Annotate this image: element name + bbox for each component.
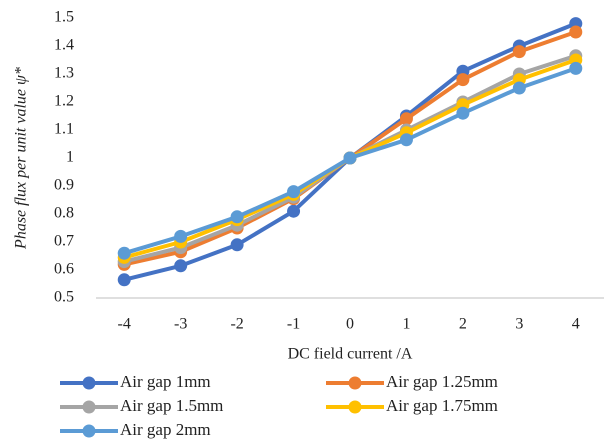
- legend-marker: [82, 376, 96, 390]
- legend-marker: [348, 376, 362, 390]
- x-tick-label: 0: [346, 316, 354, 333]
- point: [512, 81, 526, 95]
- point: [287, 185, 301, 199]
- y-tick-label: 0.9: [54, 177, 74, 194]
- y-axis-label: Phase flux per unit value ψ*: [13, 67, 30, 250]
- point: [343, 151, 357, 165]
- point: [117, 273, 131, 287]
- y-tick-label: 1.5: [54, 9, 74, 26]
- y-tick-label: 1.4: [54, 37, 74, 54]
- x-tick-label: -2: [230, 316, 243, 333]
- legend-label: Air gap 1.25mm: [386, 372, 498, 391]
- point: [569, 61, 583, 75]
- point: [399, 133, 413, 147]
- y-tick-label: 0.5: [54, 289, 74, 306]
- point: [230, 238, 244, 252]
- point: [512, 45, 526, 59]
- point: [287, 204, 301, 218]
- y-tick-label: 0.6: [54, 261, 74, 278]
- legend-label: Air gap 1.5mm: [120, 396, 223, 415]
- point: [174, 259, 188, 273]
- point: [569, 25, 583, 39]
- y-tick-label: 1.2: [54, 93, 74, 110]
- point: [174, 229, 188, 243]
- legend-marker: [348, 400, 362, 414]
- point: [117, 246, 131, 260]
- point: [456, 106, 470, 120]
- legend-label: Air gap 1.75mm: [386, 396, 498, 415]
- point: [456, 73, 470, 87]
- x-tick-label: 4: [572, 316, 580, 333]
- point: [399, 112, 413, 126]
- y-tick-label: 1.3: [54, 65, 74, 82]
- x-tick-label: 1: [402, 316, 410, 333]
- x-tick-label: 3: [515, 316, 523, 333]
- point: [230, 210, 244, 224]
- x-tick-label: -1: [287, 316, 300, 333]
- x-tick-label: 2: [459, 316, 467, 333]
- legend-marker: [82, 400, 96, 414]
- x-axis-label: DC field current /A: [288, 346, 413, 363]
- legend-marker: [82, 424, 96, 438]
- y-tick-label: 0.8: [54, 205, 74, 222]
- y-tick-label: 1.1: [54, 121, 74, 138]
- y-tick-label: 1: [66, 149, 74, 166]
- legend-label: Air gap 1mm: [120, 372, 211, 391]
- x-tick-label: -4: [118, 316, 131, 333]
- y-tick-label: 0.7: [54, 233, 74, 250]
- series-line: [123, 30, 577, 267]
- x-tick-label: -3: [174, 316, 187, 333]
- legend-label: Air gap 2mm: [120, 420, 211, 439]
